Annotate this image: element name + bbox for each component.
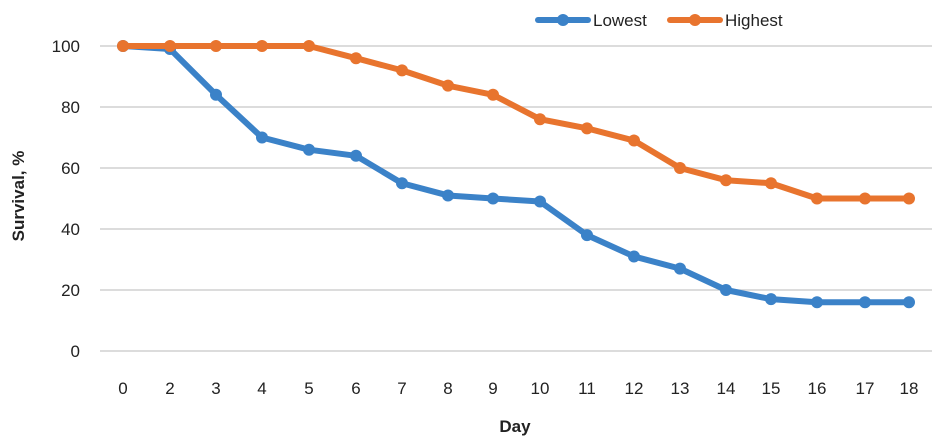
- legend: Lowest Highest: [535, 11, 783, 30]
- data-point: [628, 134, 640, 147]
- x-axis-ticks: 0 2 3 4 5 6 7 8 9 10 11 12 13 14 15 16 17 18: [118, 379, 918, 398]
- x-tick-label: 12: [625, 379, 644, 398]
- legend-label: Lowest: [593, 11, 647, 30]
- x-tick-label: 13: [671, 379, 690, 398]
- x-tick-label: 0: [118, 379, 127, 398]
- y-tick-label: 80: [61, 98, 80, 117]
- series-lowest: [117, 40, 915, 309]
- data-point: [674, 262, 686, 275]
- data-point: [303, 40, 315, 52]
- data-point: [396, 64, 408, 77]
- x-tick-label: 9: [488, 379, 497, 398]
- data-point: [534, 113, 546, 126]
- data-point: [442, 79, 454, 92]
- y-tick-label: 20: [61, 281, 80, 300]
- y-tick-label: 60: [61, 159, 80, 178]
- legend-item: Lowest: [535, 11, 647, 30]
- data-point: [859, 296, 871, 309]
- x-tick-label: 17: [856, 379, 875, 398]
- legend-label: Highest: [725, 11, 783, 30]
- data-point: [765, 177, 777, 190]
- x-tick-label: 15: [762, 379, 781, 398]
- x-tick-label: 7: [397, 379, 406, 398]
- x-tick-label: 3: [211, 379, 220, 398]
- data-point: [210, 40, 222, 52]
- data-point: [581, 229, 593, 242]
- data-point: [720, 284, 732, 296]
- x-tick-label: 6: [351, 379, 360, 398]
- legend-swatch-marker: [557, 14, 569, 26]
- series-line: [120, 43, 912, 306]
- data-point: [210, 88, 222, 101]
- x-tick-label: 16: [808, 379, 827, 398]
- data-point: [811, 192, 823, 205]
- data-point: [628, 250, 640, 263]
- data-point: [303, 143, 315, 156]
- y-tick-label: 100: [52, 37, 80, 56]
- data-point: [674, 162, 686, 174]
- y-tick-label: 0: [71, 342, 80, 361]
- series-lines: [117, 40, 915, 309]
- data-point: [765, 293, 777, 306]
- data-point: [164, 40, 176, 52]
- data-point: [581, 122, 593, 135]
- data-point: [396, 177, 408, 190]
- data-point: [256, 131, 268, 144]
- x-tick-label: 18: [900, 379, 919, 398]
- data-point: [350, 52, 362, 65]
- data-point: [117, 40, 129, 52]
- y-tick-label: 40: [61, 220, 80, 239]
- legend-swatch-marker: [689, 14, 701, 26]
- x-tick-label: 14: [717, 379, 736, 398]
- y-axis-ticks: 0 20 40 60 80 100: [52, 37, 80, 361]
- x-tick-label: 4: [257, 379, 266, 398]
- series-highest: [117, 40, 915, 205]
- legend-item: Highest: [667, 11, 783, 30]
- x-tick-label: 5: [304, 379, 313, 398]
- data-point: [487, 192, 499, 205]
- series-line: [120, 43, 912, 202]
- data-point: [442, 189, 454, 202]
- x-axis-title: Day: [499, 417, 531, 436]
- x-tick-label: 11: [578, 379, 596, 398]
- y-axis-title: Survival, %: [9, 151, 28, 242]
- x-tick-label: 8: [443, 379, 452, 398]
- data-point: [534, 195, 546, 208]
- data-point: [487, 88, 499, 101]
- x-tick-label: 10: [531, 379, 550, 398]
- data-point: [859, 192, 871, 205]
- x-tick-label: 2: [165, 379, 174, 398]
- data-point: [720, 174, 732, 187]
- data-point: [256, 40, 268, 52]
- data-point: [903, 192, 915, 205]
- data-point: [903, 296, 915, 309]
- data-point: [811, 296, 823, 309]
- data-point: [350, 149, 362, 162]
